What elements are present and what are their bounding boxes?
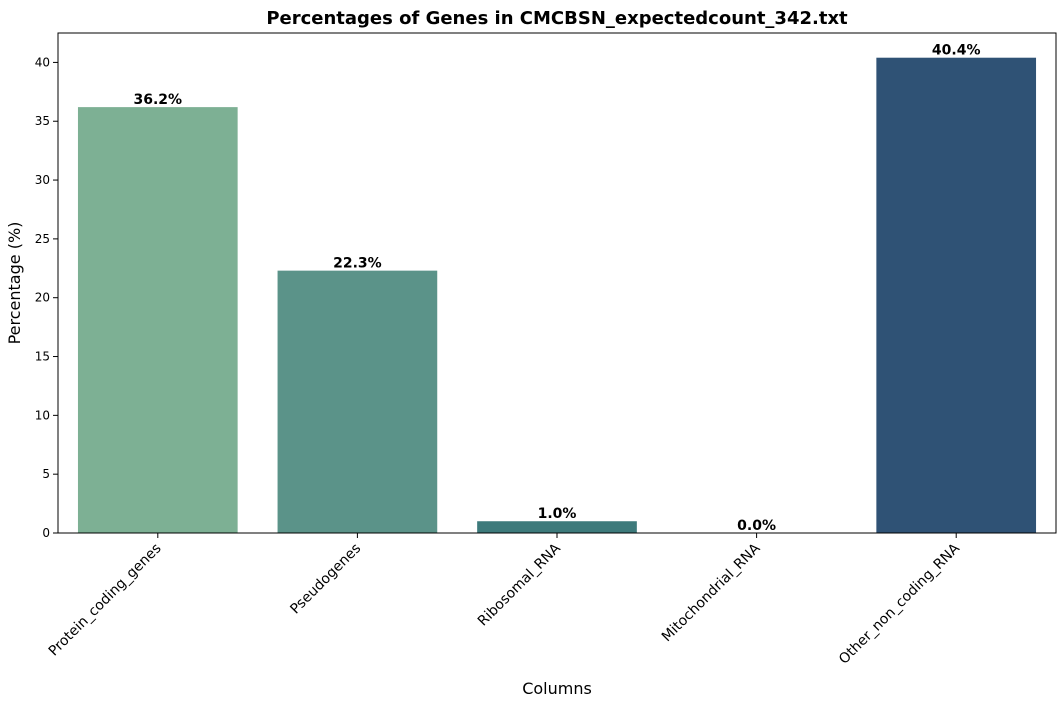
bar-labels-group: 36.2% 22.3% 1.0% 0.0% 40.4% — [134, 43, 981, 534]
bar-ribosomal-rna — [477, 521, 637, 533]
y-tick-label: 25 — [35, 232, 50, 246]
bar-protein-coding-genes — [77, 107, 238, 533]
x-axis-label: Columns — [522, 679, 592, 698]
bar-value-label: 36.2% — [134, 92, 183, 108]
x-tick-label: Mitochondrial_RNA — [659, 540, 764, 645]
bar-pseudogenes — [277, 270, 438, 533]
plot-frame — [57, 32, 1057, 534]
x-axis: Protein_coding_genes Pseudogenes Ribosomal… — [46, 533, 963, 668]
x-tick-label: Pseudogenes — [287, 541, 364, 618]
y-tick-label: 0 — [42, 526, 50, 540]
x-tick-label: Ribosomal_RNA — [475, 540, 564, 629]
chart-title: Percentages of Genes in CMCBSN_expectedc… — [266, 8, 848, 29]
y-tick-label: 10 — [35, 408, 50, 422]
y-tick-label: 15 — [35, 350, 50, 364]
bars-group — [77, 57, 1037, 534]
bar-value-label: 0.0% — [737, 518, 776, 534]
bar-value-label: 22.3% — [333, 256, 382, 272]
y-tick-label: 35 — [35, 114, 50, 128]
y-axis-label: Percentage (%) — [5, 222, 24, 345]
bar-value-label: 1.0% — [538, 506, 577, 522]
x-tick-label: Other_non_coding_RNA — [836, 540, 963, 667]
x-tick-label: Protein_coding_genes — [46, 541, 165, 660]
y-tick-label: 5 — [42, 467, 50, 481]
y-tick-label: 20 — [35, 291, 50, 305]
y-axis: 0 5 10 15 20 25 30 35 40 — [35, 55, 58, 540]
bar-other-non-coding-rna — [876, 57, 1037, 534]
bar-value-label: 40.4% — [932, 43, 981, 59]
y-tick-label: 30 — [35, 173, 50, 187]
y-tick-label: 40 — [35, 55, 50, 69]
